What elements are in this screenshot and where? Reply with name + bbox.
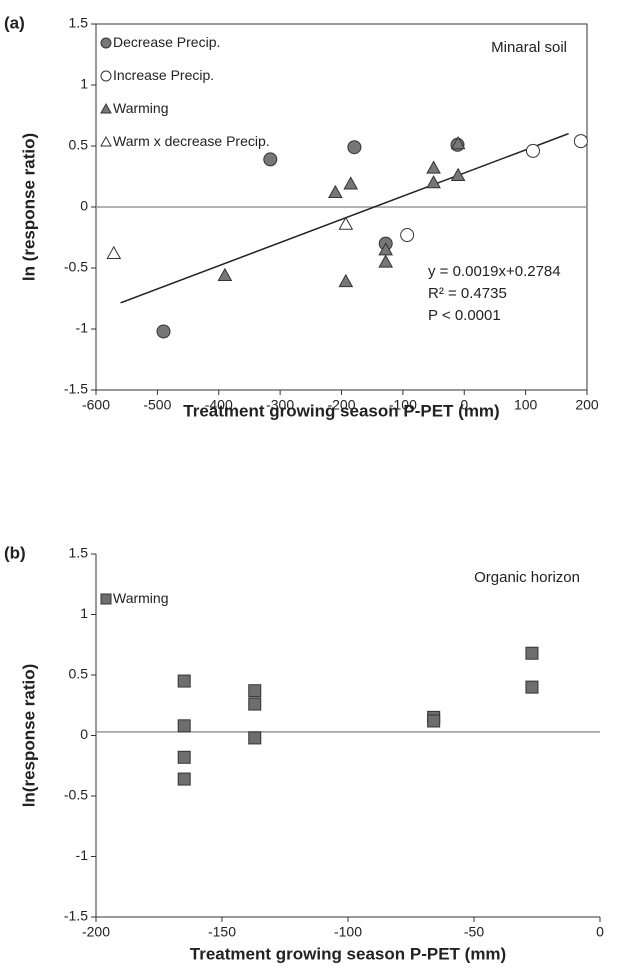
y-axis-label: ln(response ratio) (19, 664, 38, 808)
y-tick-label: 1.5 (69, 545, 89, 561)
legend-item: Warming (113, 590, 169, 606)
data-point (248, 731, 262, 745)
legend-item: Decrease Precip. (113, 34, 221, 50)
data-point (450, 167, 466, 181)
legend-marker (100, 37, 112, 49)
x-tick-label: -300 (266, 397, 294, 413)
data-point (427, 714, 441, 728)
legend-marker (100, 102, 112, 114)
legend-item: Increase Precip. (113, 67, 215, 83)
annotation: Minaral soil (491, 39, 567, 56)
data-point (525, 143, 540, 158)
panel-label: (b) (4, 543, 26, 562)
data-point (338, 273, 354, 288)
x-tick-label: 200 (575, 397, 599, 413)
y-tick-label: 1 (80, 76, 88, 92)
data-point (177, 674, 191, 688)
data-point (328, 184, 343, 199)
y-tick-label: -1 (76, 320, 89, 336)
y-tick-label: 0 (80, 726, 88, 742)
y-tick-label: -0.5 (64, 787, 88, 803)
x-axis-label: Treatment growing season P-PET (mm) (190, 944, 506, 963)
y-tick-label: -0.5 (64, 259, 88, 275)
data-point (525, 680, 539, 694)
x-tick-label: -200 (82, 924, 110, 940)
legend-label: Decrease Precip. (113, 34, 221, 50)
x-tick-label: -100 (334, 924, 362, 940)
fit-label: P < 0.0001 (428, 307, 501, 324)
data-point (217, 267, 233, 282)
data-point (525, 646, 539, 660)
fit-line (120, 132, 569, 304)
data-point (378, 254, 394, 268)
x-tick-label: -50 (464, 924, 484, 940)
data-point (426, 160, 441, 174)
data-point (156, 324, 171, 339)
data-point (338, 216, 354, 230)
legend-item: Warm x decrease Precip. (113, 133, 270, 149)
y-tick-label: -1 (76, 847, 89, 863)
legend-label: Increase Precip. (113, 67, 215, 83)
data-point (177, 719, 191, 733)
y-tick-label: 0.5 (69, 137, 89, 153)
x-tick-label: 0 (596, 924, 604, 940)
legend-marker (100, 70, 112, 82)
data-point (343, 176, 359, 190)
legend-marker (100, 593, 112, 605)
data-point (426, 175, 441, 189)
data-point (248, 684, 262, 698)
fit-label: y = 0.0019x+0.2784 (428, 263, 561, 280)
data-point (248, 697, 262, 711)
y-tick-label: 1.5 (69, 15, 89, 31)
x-tick-label: 100 (514, 397, 538, 413)
data-point (400, 228, 415, 243)
x-tick-label: -200 (327, 397, 355, 413)
x-tick-label: -400 (205, 397, 233, 413)
x-tick-label: -100 (389, 397, 417, 413)
annotation: Organic horizon (474, 569, 580, 586)
y-tick-label: 0.5 (69, 666, 89, 682)
y-tick-label: -1.5 (64, 381, 88, 397)
legend-label: Warming (113, 100, 169, 116)
data-point (106, 245, 122, 260)
data-point (263, 152, 278, 167)
x-tick-label: -150 (208, 924, 236, 940)
data-point (177, 772, 191, 786)
x-tick-label: 0 (460, 397, 468, 413)
x-axis-label: Treatment growing season P-PET (mm) (183, 401, 499, 420)
legend-marker (100, 135, 112, 147)
legend-label: Warming (113, 590, 169, 606)
y-tick-label: 1 (80, 605, 88, 621)
y-tick-label: 0 (80, 198, 88, 214)
data-point (450, 136, 466, 150)
x-tick-label: -500 (143, 397, 171, 413)
y-axis-label: ln (response ratio) (19, 133, 38, 281)
y-tick-label: -1.5 (64, 908, 88, 924)
panel-label: (a) (4, 13, 25, 32)
x-tick-label: -600 (82, 397, 110, 413)
legend-label: Warm x decrease Precip. (113, 133, 270, 149)
fit-label: R² = 0.4735 (428, 285, 507, 302)
data-point (573, 134, 588, 149)
legend-item: Warming (113, 100, 169, 116)
data-point (177, 750, 191, 764)
data-point (347, 140, 362, 155)
